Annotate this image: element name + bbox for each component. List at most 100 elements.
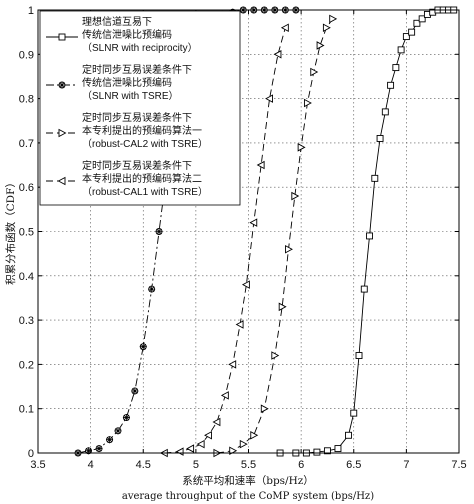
y-tick-label: 0.5 (19, 227, 34, 239)
x-tick-label: 5 (193, 459, 199, 471)
data-point (148, 285, 156, 293)
data-point (228, 360, 237, 369)
x-axis-label-en: average throughput of the CoMP system (b… (122, 491, 374, 502)
legend-label-line: （SLNR with TSRE） (82, 90, 179, 102)
data-point (256, 160, 265, 170)
data-point (402, 33, 410, 41)
data-point (250, 431, 259, 440)
data-point (155, 228, 163, 235)
x-tick-label: 7.5 (451, 459, 466, 471)
grid-lines (38, 10, 459, 453)
y-tick-label: 0.2 (19, 359, 34, 371)
marker-star (85, 447, 93, 455)
legend-swatch-marker (58, 33, 66, 41)
data-point (387, 81, 395, 89)
data-point (122, 414, 130, 422)
legend-label-line: （robust-CAL1 with TSRE） (82, 186, 208, 198)
data-point (376, 135, 384, 142)
data-point (241, 280, 250, 289)
y-tick-label: 0 (28, 448, 34, 460)
data-point (397, 46, 405, 54)
marker-star (58, 81, 66, 89)
data-point (273, 50, 282, 59)
data-point (139, 343, 147, 351)
y-tick-label: 0.1 (19, 404, 34, 416)
data-point (95, 445, 103, 453)
data-point (392, 64, 400, 72)
data-point (212, 417, 221, 427)
data-point (418, 15, 426, 23)
data-point (323, 447, 331, 455)
data-point (271, 351, 280, 360)
data-point (350, 409, 358, 417)
data-point (285, 244, 293, 254)
data-point (345, 431, 352, 439)
legend-swatch-marker (57, 176, 66, 186)
data-point (106, 436, 114, 444)
x-tick-label: 4 (88, 459, 94, 471)
data-point (260, 404, 269, 413)
data-point (239, 439, 248, 449)
data-point (303, 98, 312, 108)
legend-swatch-marker (58, 128, 67, 138)
x-axis-label-cn: 系统平均和速率（bps/Hz） (182, 474, 314, 487)
data-point (280, 23, 289, 32)
data-point (366, 232, 373, 240)
data-point (131, 387, 139, 395)
data-point (408, 28, 416, 36)
y-tick-label: 0.6 (19, 182, 34, 194)
legend-label-line: 传统信泄噪比预编码 (82, 28, 172, 41)
legend-label-line: 定时同步互易误差条件下 (82, 159, 192, 172)
marker-star (148, 285, 156, 293)
y-tick-label: 0.9 (19, 49, 34, 61)
data-point (381, 108, 389, 116)
data-point (85, 447, 93, 455)
data-point (355, 352, 363, 359)
data-point (316, 41, 325, 50)
y-tick-label: 0.3 (19, 315, 34, 327)
data-point (235, 320, 244, 329)
y-tick-label: 1 (28, 5, 34, 17)
data-point (265, 94, 273, 103)
legend-label-line: 本专利提出的预编码算法一 (82, 124, 202, 137)
data-point (196, 439, 205, 449)
marker-star (155, 228, 163, 235)
data-point (329, 14, 338, 24)
x-tick-label: 7 (403, 459, 409, 471)
legend-label-line: 传统信泄噪比预编码 (82, 76, 172, 89)
legend-label-line: 定时同步互易误差条件下 (82, 63, 192, 76)
data-point (186, 444, 195, 453)
data-point (114, 427, 122, 435)
data-point (310, 67, 319, 77)
y-tick-label: 0.7 (19, 138, 34, 150)
x-tick-label: 3.5 (30, 459, 45, 471)
y-tick-label: 0.8 (19, 94, 34, 106)
marker-star (122, 414, 130, 422)
legend-swatch-marker (58, 81, 66, 89)
y-tick-label: 0.4 (19, 271, 34, 283)
data-point (322, 23, 331, 32)
data-point (249, 218, 258, 227)
legend-label-line: （SLNR with reciprocity） (82, 42, 198, 54)
x-tick-label: 5.5 (241, 459, 256, 471)
data-point (313, 448, 321, 456)
y-axis-label: 积累分布函数（CDF） (4, 177, 17, 285)
data-point (413, 19, 421, 27)
marker-star (95, 445, 103, 453)
marker-star (139, 343, 147, 351)
marker-star (106, 436, 114, 444)
data-point (360, 285, 368, 293)
data-point (220, 391, 229, 400)
legend-label-line: （robust-CAL2 with TSRE） (82, 138, 208, 150)
data-point (291, 191, 300, 201)
data-point (204, 431, 212, 440)
data-point (278, 302, 287, 312)
series-4 (159, 23, 289, 458)
legend-label-line: 本专利提出的预编码算法二 (82, 172, 202, 185)
data-point (297, 143, 306, 152)
